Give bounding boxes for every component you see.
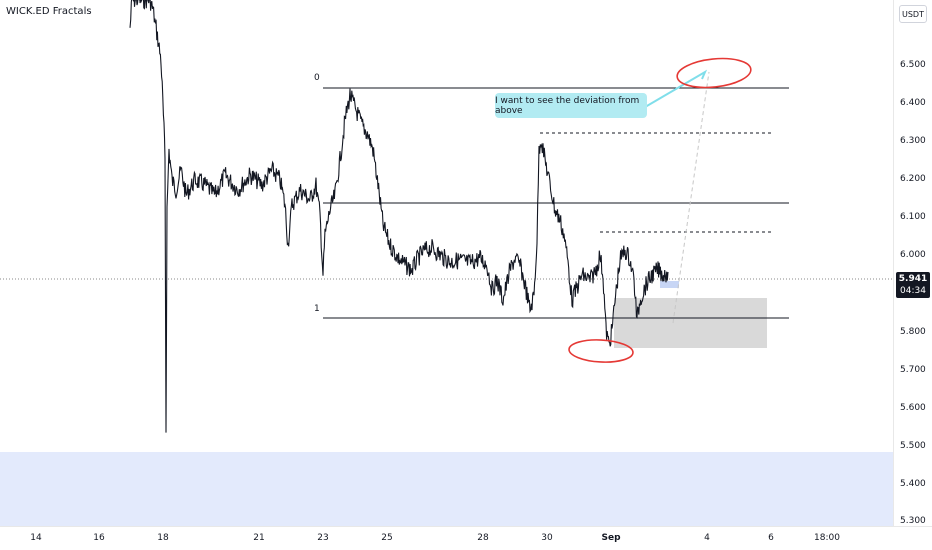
price-tick: 6.200 <box>900 174 926 184</box>
fib-label-1: 1 <box>314 304 320 314</box>
time-tick: 18 <box>157 533 169 543</box>
red-circle-bottom[interactable] <box>568 338 634 363</box>
time-scale[interactable]: 14 16 18 21 23 25 28 30 Sep 4 6 18:00 <box>0 526 932 550</box>
currency-button[interactable]: USDT <box>899 5 927 23</box>
time-tick: 18:00 <box>814 533 840 543</box>
gray-zone-box[interactable] <box>614 298 767 348</box>
red-circle-top[interactable] <box>676 55 753 91</box>
time-tick: 6 <box>768 533 774 543</box>
last-price-tag: 5.941 04:34 <box>896 272 930 298</box>
annotation-callout[interactable]: I want to see the deviation from above <box>495 93 647 118</box>
fib-label-0: 0 <box>314 73 320 83</box>
blue-zone <box>0 452 893 526</box>
time-tick: 28 <box>477 533 489 543</box>
price-tick: 6.000 <box>900 250 926 260</box>
price-chart[interactable] <box>0 0 893 526</box>
time-tick: 16 <box>93 533 105 543</box>
price-tick: 5.300 <box>900 516 926 526</box>
time-tick: 4 <box>704 533 710 543</box>
last-price-value: 5.941 <box>898 274 928 284</box>
price-tick: 6.400 <box>900 98 926 108</box>
chart-pane[interactable]: WICK.ED Fractals 0 1 I want to see the d… <box>0 0 893 526</box>
price-tick: 5.500 <box>900 441 926 451</box>
time-tick: 30 <box>541 533 553 543</box>
price-tick: 5.800 <box>900 327 926 337</box>
price-tick: 6.500 <box>900 60 926 70</box>
time-tick: Sep <box>601 533 621 543</box>
price-tick: 5.600 <box>900 403 926 413</box>
time-tick: 21 <box>253 533 265 543</box>
price-series <box>129 0 669 433</box>
time-tick: 25 <box>381 533 393 543</box>
price-scale[interactable]: 6.500 6.400 6.300 6.200 6.100 6.000 5.80… <box>893 0 932 526</box>
bar-countdown: 04:34 <box>900 286 926 296</box>
small-blue-marker <box>660 281 679 288</box>
price-tick: 5.700 <box>900 365 926 375</box>
time-tick: 14 <box>30 533 42 543</box>
indicator-label[interactable]: WICK.ED Fractals <box>6 6 92 17</box>
price-tick: 6.100 <box>900 212 926 222</box>
price-tick: 6.300 <box>900 136 926 146</box>
time-tick: 23 <box>317 533 329 543</box>
price-tick: 5.400 <box>900 479 926 489</box>
projection-path <box>672 71 710 324</box>
callout-arrow <box>639 69 708 111</box>
